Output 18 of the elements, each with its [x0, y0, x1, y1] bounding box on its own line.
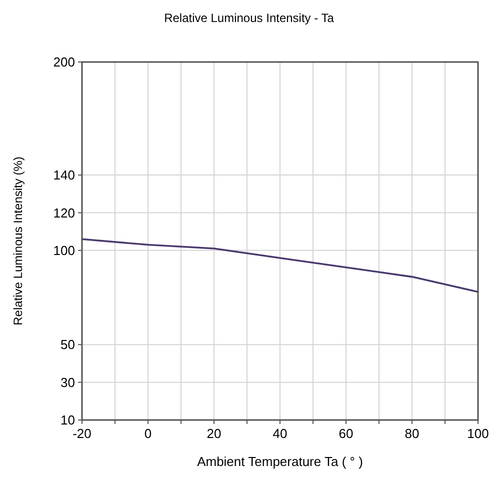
y-tick-label: 50	[60, 337, 75, 352]
y-tick-label: 140	[53, 168, 75, 183]
x-axis-title: Ambient Temperature Ta ( ° )	[197, 454, 363, 469]
chart-title: Relative Luminous Intensity - Ta	[164, 11, 334, 25]
y-tick-label: 10	[60, 412, 75, 428]
x-tick-label: 20	[206, 426, 222, 441]
x-tick-label: 80	[404, 426, 420, 441]
y-tick-label: 100	[53, 242, 75, 258]
y-tick-label: 120	[53, 205, 75, 220]
x-tick-label: 60	[338, 426, 354, 441]
x-tick-label: 0	[144, 426, 152, 441]
line-series	[81, 238, 479, 293]
x-tick-label: -20	[72, 426, 92, 441]
x-tick-label: 40	[272, 426, 288, 441]
y-tick-label: 30	[60, 374, 75, 390]
y-axis-title: Relative Luminous Intensity (%)	[11, 156, 25, 326]
y-tick-label: 200	[53, 54, 75, 70]
x-tick-label: 100	[467, 426, 489, 441]
